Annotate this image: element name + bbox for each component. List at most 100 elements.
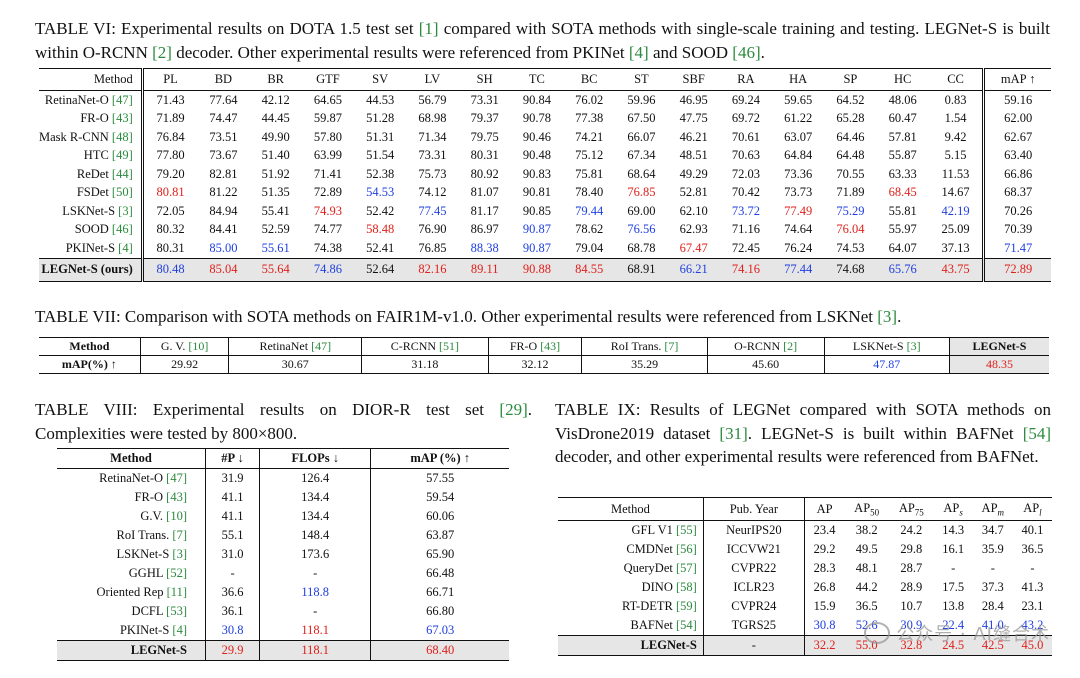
table-cell: 75.12 bbox=[575, 148, 604, 163]
citation-link[interactable]: [52] bbox=[166, 566, 187, 580]
citation-link[interactable]: [2] bbox=[783, 339, 798, 353]
citation-link[interactable]: [54] bbox=[1022, 423, 1052, 443]
column-header: BC bbox=[563, 68, 616, 91]
citation-link[interactable]: [10] bbox=[166, 509, 187, 523]
table-row: FR-O [43] 41.1 134.4 59.54 bbox=[57, 488, 509, 507]
pub-year: CVPR24 bbox=[702, 597, 805, 616]
citation-link[interactable]: [46] bbox=[732, 42, 761, 62]
table-cell: 1.54 bbox=[944, 111, 967, 126]
column-header: G. V. [10] bbox=[140, 337, 230, 356]
table-cell: 14.67 bbox=[941, 185, 970, 200]
citation-link[interactable]: [54] bbox=[675, 618, 697, 632]
table-cell: 65.28 bbox=[836, 111, 865, 126]
table-cell: 57.55 bbox=[426, 471, 455, 485]
table-cell: 126.4 bbox=[259, 468, 372, 488]
table-cell: 67.50 bbox=[627, 111, 656, 126]
table-cell: 62.00 bbox=[982, 109, 1051, 128]
citation-link[interactable]: [49] bbox=[111, 148, 133, 163]
table-cell: 29.9 bbox=[205, 640, 261, 661]
table-cell: 47.87 bbox=[824, 355, 950, 374]
citation-link[interactable]: [3] bbox=[877, 307, 898, 326]
citation-link[interactable]: [29] bbox=[499, 400, 528, 419]
pub-year: TGRS25 bbox=[702, 616, 805, 636]
table-cell: 80.32 bbox=[140, 220, 198, 239]
citation-link[interactable]: [7] bbox=[664, 339, 679, 353]
citation-link[interactable]: [11] bbox=[166, 585, 187, 599]
citation-link[interactable]: [46] bbox=[111, 222, 133, 237]
citation-link[interactable]: [48] bbox=[111, 129, 133, 144]
table-cell: 75.81 bbox=[575, 166, 604, 181]
citation-link[interactable]: [43] bbox=[166, 490, 187, 504]
citation-link[interactable]: [51] bbox=[439, 339, 460, 353]
table-cell: 65.76 bbox=[876, 257, 929, 281]
citation-link[interactable]: [47] bbox=[111, 92, 133, 107]
method-label: HTC bbox=[83, 148, 112, 163]
citation-link[interactable]: [44] bbox=[111, 166, 133, 181]
table-cell: 74.21 bbox=[575, 129, 604, 144]
citation-link[interactable]: [47] bbox=[311, 339, 332, 353]
citation-link[interactable]: [7] bbox=[172, 528, 187, 542]
method-name: G.V. [10] bbox=[57, 507, 206, 526]
citation-link[interactable]: [59] bbox=[675, 599, 697, 613]
column-header: mAP (%) ↑ bbox=[370, 448, 509, 469]
table-cell: 35.29 bbox=[581, 355, 708, 374]
citation-link[interactable]: [53] bbox=[166, 604, 187, 618]
method-name: LEGNet-S bbox=[558, 635, 704, 656]
citation-link[interactable]: [31] bbox=[719, 423, 748, 443]
table-cell: 90.84 bbox=[522, 92, 551, 107]
column-header-label: Method bbox=[69, 339, 110, 353]
table-cell: 60.47 bbox=[888, 111, 917, 126]
table-cell: 74.16 bbox=[719, 257, 773, 281]
table-cell: 47.75 bbox=[679, 111, 708, 126]
citation-link[interactable]: [50] bbox=[111, 185, 133, 200]
table-cell: 55.87 bbox=[888, 148, 917, 163]
column-header: LEGNet-S bbox=[949, 337, 1049, 356]
citation-link[interactable]: [3] bbox=[906, 339, 921, 353]
table-cell: 13.8 bbox=[942, 599, 965, 613]
table-cell: 64.52 bbox=[836, 92, 865, 107]
table-row: LSKNet-S [3] 72.05 84.94 55.41 74.93 52.42 77.… bbox=[39, 202, 1051, 221]
table-cell: 74.47 bbox=[209, 111, 238, 126]
table-row: FSDet [50] 80.81 81.22 51.35 72.89 54.53 74.12… bbox=[39, 183, 1051, 202]
citation-link[interactable]: [1] bbox=[418, 19, 439, 38]
table-cell: 82.16 bbox=[406, 257, 459, 281]
citation-link[interactable]: [4] bbox=[628, 42, 649, 62]
citation-link[interactable]: [58] bbox=[675, 580, 697, 594]
method-label: DINO bbox=[641, 580, 676, 594]
citation-link[interactable]: [47] bbox=[166, 471, 187, 485]
table-cell: 5.15 bbox=[944, 148, 967, 163]
method-name: LSKNet-S [3] bbox=[57, 545, 206, 564]
column-header: AP bbox=[804, 497, 845, 521]
citation-link[interactable]: [10] bbox=[188, 339, 209, 353]
table-cell: 23.1 bbox=[1021, 599, 1044, 613]
table-row: RT-DETR [59] CVPR24 15.9 36.5 10.7 13.8 28.4 23… bbox=[558, 597, 1052, 616]
citation-link[interactable]: [3] bbox=[172, 547, 187, 561]
citation-link[interactable]: [43] bbox=[540, 339, 561, 353]
table-cell: 29.2 bbox=[813, 542, 836, 556]
table-cell: 79.44 bbox=[575, 203, 604, 218]
citation-link[interactable]: [2] bbox=[152, 42, 172, 62]
column-header: ST bbox=[615, 68, 668, 91]
table-cell: 36.6 bbox=[205, 583, 261, 602]
table-cell: 65.90 bbox=[426, 547, 455, 561]
table-cell: 66.21 bbox=[667, 257, 720, 281]
citation-link[interactable]: [56] bbox=[675, 542, 697, 556]
table-cell: 90.46 bbox=[522, 129, 551, 144]
citation-link[interactable]: [55] bbox=[675, 523, 697, 537]
citation-link[interactable]: [43] bbox=[111, 111, 133, 126]
table-cell: 72.05 bbox=[140, 202, 198, 221]
table-cell: 68.37 bbox=[982, 183, 1051, 202]
table-cell: 70.63 bbox=[731, 148, 760, 163]
table-cell: 148.4 bbox=[259, 526, 372, 545]
table-cell: 66.86 bbox=[982, 165, 1051, 184]
column-header-label: C-RCNN bbox=[390, 339, 440, 353]
column-header: HA bbox=[772, 68, 825, 91]
citation-link[interactable]: [57] bbox=[675, 561, 697, 575]
method-label: SOOD bbox=[74, 222, 112, 237]
column-header-label: Method bbox=[610, 501, 650, 516]
table-cell: 51.40 bbox=[261, 148, 290, 163]
citation-link[interactable]: [3] bbox=[118, 203, 133, 218]
citation-link[interactable]: [4] bbox=[172, 623, 187, 637]
table-cell: 72.89 bbox=[982, 257, 1051, 281]
citation-link[interactable]: [4] bbox=[118, 240, 133, 255]
